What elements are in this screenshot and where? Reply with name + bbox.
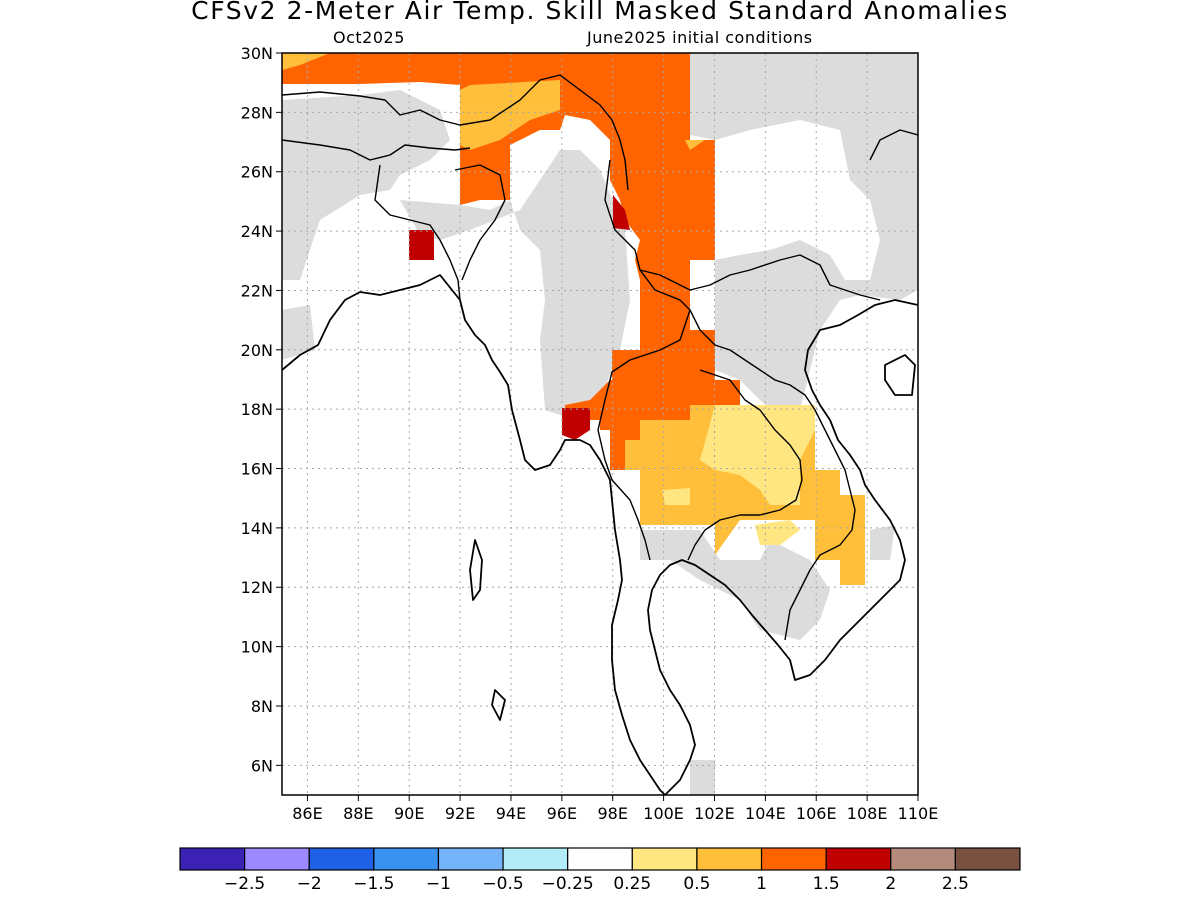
forecast-month: Oct2025 [333,28,405,47]
colorbar-swatch [179,847,246,871]
lat-label: 16N [241,460,273,479]
map-frame [281,52,919,796]
initial-conditions: June2025 initial conditions [587,28,813,47]
colorbar-swatch [244,847,310,871]
lon-label: 90E [394,804,424,823]
colorbar-label: 1 [756,874,767,894]
lon-label: 100E [643,804,684,823]
colorbar-swatch [760,847,827,871]
colorbar-label: −1.5 [353,874,394,894]
colorbar-swatch [954,847,1021,871]
lon-label: 86E [292,804,322,823]
colorbar-swatch [631,847,698,871]
lat-label: 12N [241,578,273,597]
colorbar-label: 2.5 [942,874,969,894]
lat-label: 18N [241,400,273,419]
colorbar-swatch [890,847,956,871]
colorbar-label: 2 [885,874,896,894]
colorbar-label: −0.5 [482,874,523,894]
masked-area [282,53,918,795]
anomaly-0.25-0.5 [662,405,815,545]
lon-label: 102E [694,804,735,823]
colorbar-swatch [437,847,504,871]
lat-label: 10N [241,638,273,657]
lon-label: 104E [745,804,786,823]
colorbar-label: −2.5 [224,874,265,894]
lat-label: 8N [251,697,273,716]
lon-label: 94E [496,804,526,823]
longitude-labels: 86E 88E 90E 92E 94E 96E 98E 100E 102E 104E 106E 108… [292,804,938,823]
lon-label: 108E [847,804,888,823]
colorbar-label: −1 [426,874,451,894]
colorbar-swatch [373,847,440,871]
longitude-ticks [306,795,919,801]
colorbar-label: −2 [297,874,322,894]
colorbar-label: −0.25 [542,874,594,894]
colorbar-swatch [502,847,569,871]
coastline [282,274,918,795]
latitude-labels: 30N 28N 26N 24N 22N 20N 18N 16N 14N 12N 10N 8N 6N [241,44,273,775]
colorbar-swatch [825,847,892,871]
anomaly-field [282,53,918,795]
lat-label: 26N [241,163,273,182]
colorbar-swatch [567,847,633,871]
colorbar-label: 1.5 [813,874,840,894]
colorbar-swatch [308,847,375,871]
anomaly-1.5-2 [409,195,630,440]
lat-label: 28N [241,103,273,122]
colorbar-swatch [696,847,763,871]
lon-label: 92E [445,804,475,823]
anomaly-1-1.5 [282,53,740,470]
lon-label: 98E [597,804,627,823]
lat-label: 6N [251,756,273,775]
lon-label: 106E [796,804,837,823]
lon-label: 88E [343,804,373,823]
colorbar-label: 0.5 [683,874,710,894]
lon-label: 96E [547,804,577,823]
lat-label: 20N [241,341,273,360]
lat-label: 30N [241,44,273,63]
lat-label: 24N [241,222,273,241]
colorbar-labels: −2.5 −2 −1.5 −1 −0.5 −0.25 0.25 0.5 1 1.5 2 2.5 [224,874,969,894]
chart-title: CFSv2 2-Meter Air Temp. Skill Masked Sta… [191,0,1009,25]
lon-label: 110E [898,804,939,823]
colorbar [179,847,1021,871]
lat-label: 14N [241,519,273,538]
country-borders [282,74,918,641]
latitude-ticks [276,52,282,766]
colorbar-label: 0.25 [613,874,651,894]
lat-label: 22N [241,281,273,300]
